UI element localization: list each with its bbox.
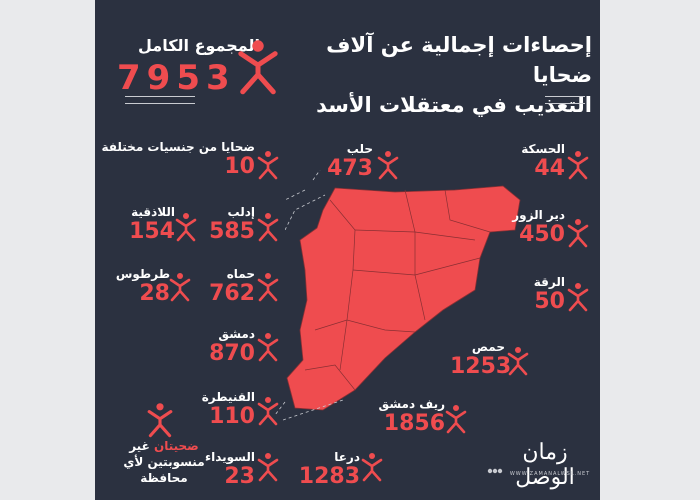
total-label: المجموع الكامل bbox=[138, 36, 260, 55]
brand-logo: زمان الوصل bbox=[515, 440, 575, 490]
x-figure-icon bbox=[257, 452, 279, 482]
x-figure-icon bbox=[169, 272, 191, 302]
x-figure-icon bbox=[567, 150, 589, 180]
x-figure-icon bbox=[257, 212, 279, 242]
x-figure-icon bbox=[567, 282, 589, 312]
x-figure-icon bbox=[361, 452, 383, 482]
x-figure-icon bbox=[257, 272, 279, 302]
title-underline bbox=[545, 96, 585, 104]
total-underline bbox=[125, 96, 195, 104]
stat-hama: حماه 762 bbox=[209, 267, 255, 306]
x-figure-icon bbox=[145, 402, 175, 438]
page-title: إحصاءات إجمالية عن آلاف ضحايا التعذيب في… bbox=[300, 30, 592, 120]
title-line-2: التعذيب في معتقلات الأسد bbox=[316, 93, 592, 117]
stat-homs: حمص 1253 bbox=[450, 340, 512, 379]
title-line-1: إحصاءات إجمالية عن آلاف ضحايا bbox=[326, 33, 592, 87]
stat-foreign: ضحايا من جنسيات مختلفة 10 bbox=[101, 140, 255, 179]
stat-rif-dimashq: ريف دمشق 1856 bbox=[378, 397, 446, 436]
stat-damascus: دمشق 870 bbox=[209, 327, 255, 366]
x-figure-icon bbox=[257, 150, 279, 180]
x-figure-icon bbox=[175, 212, 197, 242]
stat-quneitra: القنيطرة 110 bbox=[201, 390, 255, 429]
brand-url: WWW.ZAMANALWSL.NET bbox=[509, 471, 591, 477]
infographic: إحصاءات إجمالية عن آلاف ضحايا التعذيب في… bbox=[95, 0, 600, 500]
syria-map bbox=[275, 170, 521, 416]
map-dashed-border bbox=[285, 194, 326, 230]
x-figure-icon bbox=[507, 346, 529, 376]
stat-idlib: إدلب 585 bbox=[209, 205, 255, 244]
x-figure-icon bbox=[377, 150, 399, 180]
stat-suwayda: السويداء 23 bbox=[204, 450, 255, 489]
unassigned-note: ضحيتان غير منسوبتين لأي محافظة bbox=[123, 439, 205, 485]
total-value: 7953 bbox=[117, 58, 236, 98]
x-figure-icon bbox=[445, 404, 467, 434]
stat-aleppo: حلب 473 bbox=[327, 142, 373, 181]
x-figure-icon bbox=[257, 332, 279, 362]
stat-daraa: درعا 1283 bbox=[298, 450, 360, 489]
stat-latakia: اللاذقية 154 bbox=[129, 205, 175, 244]
stat-raqqa: الرقة 50 bbox=[533, 275, 565, 314]
x-figure-icon bbox=[567, 218, 589, 248]
x-figure-icon bbox=[237, 38, 279, 96]
x-figure-icon bbox=[257, 396, 279, 426]
social-icons bbox=[487, 468, 503, 474]
map-dashed-border-south bbox=[283, 399, 343, 421]
stat-deir-ezzor: دير الزور 450 bbox=[512, 208, 565, 247]
stat-tartus: طرطوس 28 bbox=[115, 267, 170, 306]
stat-hasakah: الحسكة 44 bbox=[521, 142, 565, 181]
